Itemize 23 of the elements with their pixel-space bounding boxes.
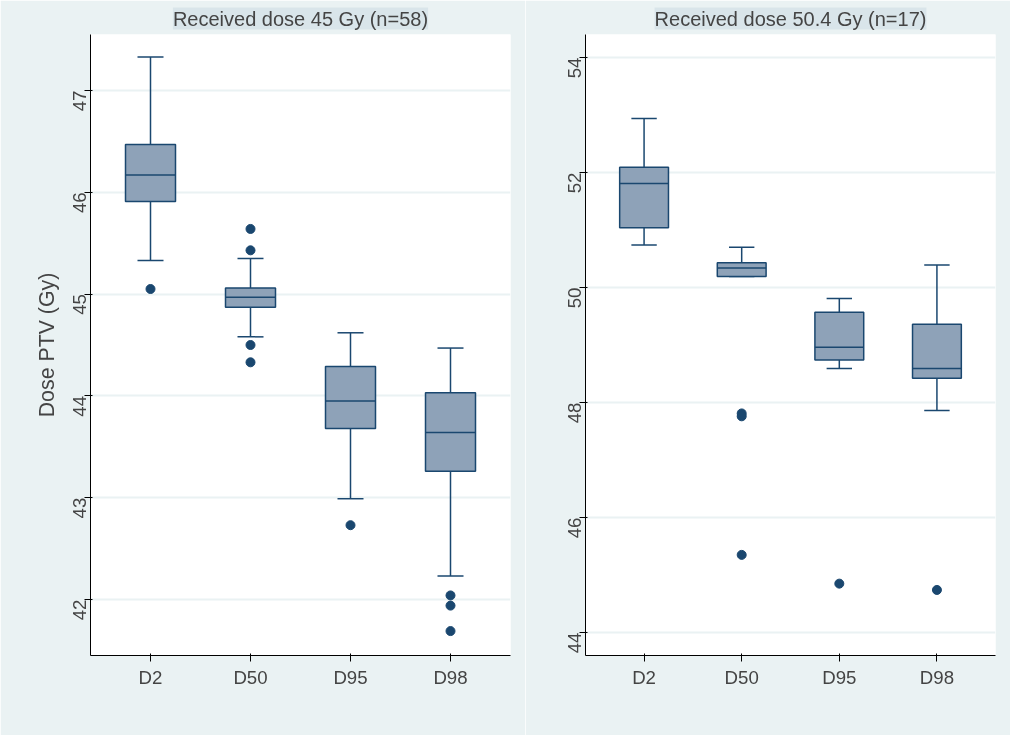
y-tick-label: 44 [564,632,585,654]
y-tick-label: 45 [69,294,90,315]
y-tick-label: 46 [564,517,585,539]
x-tick-label: D2 [632,666,657,688]
chart-title: Received dose 45 Gy (n=58) [172,7,429,30]
y-tick-label: 42 [69,599,90,621]
y-tick-label: 44 [69,395,90,417]
y-tick-label: 50 [564,287,585,309]
y-tick-label: 43 [69,497,90,519]
y-tick-label: 47 [69,90,90,112]
x-tick-label: D95 [333,666,368,688]
chart-title: Received dose 50.4 Gy (n=17) [654,7,927,30]
y-tick-label: 46 [69,192,90,214]
x-tick-label: D98 [433,666,468,688]
y-axis-title: Dose PTV (Gy) [34,272,59,418]
y-tick-label: 54 [564,57,585,79]
y-tick-label: 52 [564,172,585,194]
x-tick-label: D95 [822,666,857,688]
x-tick-label: D98 [919,666,955,688]
x-tick-label: D50 [724,666,759,688]
y-tick-label: 48 [564,402,585,424]
x-tick-label: D50 [233,666,268,688]
x-tick-label: D2 [138,666,163,688]
